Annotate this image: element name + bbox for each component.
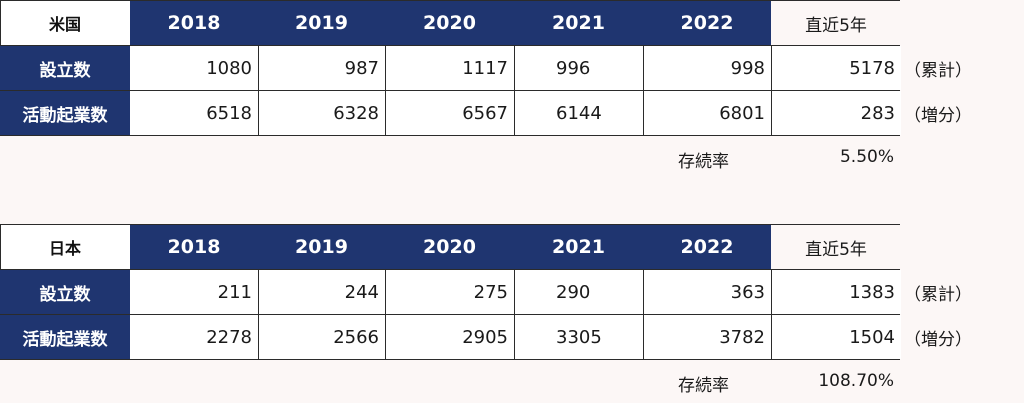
jp-bottom-border bbox=[0, 359, 900, 360]
jp-established-2021: 290 bbox=[514, 270, 643, 314]
us-vline-4 bbox=[643, 46, 644, 136]
jp-active-2020: 2905 bbox=[385, 315, 514, 359]
jp-vline-2 bbox=[385, 270, 386, 360]
us-active-2020: 6567 bbox=[385, 91, 514, 135]
jp-active-2018: 2278 bbox=[130, 315, 258, 359]
us-active-recent: 283 bbox=[771, 91, 901, 135]
jp-left-border bbox=[0, 224, 1, 269]
us-established-2019: 987 bbox=[258, 46, 385, 90]
us-header-divider bbox=[0, 45, 900, 46]
us-row-label-established: 設立数 bbox=[0, 46, 130, 90]
us-year-2018: 2018 bbox=[130, 1, 258, 45]
us-rate-label: 存続率 bbox=[678, 152, 729, 172]
us-established-2021: 996 bbox=[514, 46, 643, 90]
jp-active-suffix: （増分） bbox=[904, 329, 972, 350]
jp-year-2018: 2018 bbox=[130, 225, 258, 269]
us-year-2019: 2019 bbox=[258, 1, 385, 45]
us-active-2018: 6518 bbox=[130, 91, 258, 135]
us-active-2019: 6328 bbox=[258, 91, 385, 135]
us-top-border bbox=[0, 0, 900, 1]
us-country-label: 米国 bbox=[0, 1, 130, 45]
us-established-2022: 998 bbox=[643, 46, 771, 90]
us-established-2018: 1080 bbox=[130, 46, 258, 90]
us-vline-2 bbox=[385, 46, 386, 136]
us-bottom-border bbox=[0, 135, 900, 136]
us-year-2020: 2020 bbox=[385, 1, 514, 45]
us-left-border bbox=[0, 0, 1, 45]
jp-established-2020: 275 bbox=[385, 270, 514, 314]
jp-top-border bbox=[0, 224, 900, 225]
jp-header-divider bbox=[0, 269, 900, 270]
us-year-2021: 2021 bbox=[514, 1, 643, 45]
jp-row-label-active: 活動起業数 bbox=[0, 315, 130, 359]
us-recent-label: 直近5年 bbox=[805, 15, 867, 36]
us-vline-5 bbox=[771, 46, 772, 136]
us-established-recent: 5178 bbox=[771, 46, 901, 90]
us-established-suffix: （累計） bbox=[904, 60, 972, 81]
jp-established-2019: 244 bbox=[258, 270, 385, 314]
us-active-suffix: （増分） bbox=[904, 105, 972, 126]
jp-active-2022: 3782 bbox=[643, 315, 771, 359]
us-row-label-active: 活動起業数 bbox=[0, 91, 130, 135]
jp-rate-label: 存続率 bbox=[678, 376, 729, 396]
jp-established-recent: 1383 bbox=[771, 270, 901, 314]
jp-active-recent: 1504 bbox=[771, 315, 901, 359]
us-year-2022: 2022 bbox=[643, 1, 771, 45]
jp-established-2018: 211 bbox=[130, 270, 258, 314]
jp-country-label: 日本 bbox=[0, 225, 130, 269]
jp-year-2020: 2020 bbox=[385, 225, 514, 269]
jp-established-2022: 363 bbox=[643, 270, 771, 314]
jp-year-2021: 2021 bbox=[514, 225, 643, 269]
jp-recent-label: 直近5年 bbox=[805, 239, 867, 260]
jp-year-2019: 2019 bbox=[258, 225, 385, 269]
us-vline-3 bbox=[514, 46, 515, 136]
jp-vline-1 bbox=[258, 270, 259, 360]
us-active-2021: 6144 bbox=[514, 91, 643, 135]
jp-vline-5 bbox=[771, 270, 772, 360]
jp-row-divider bbox=[0, 314, 900, 315]
us-rate-value: 5.50% bbox=[839, 147, 894, 167]
us-established-2020: 1117 bbox=[385, 46, 514, 90]
jp-active-2021: 3305 bbox=[514, 315, 643, 359]
jp-year-2022: 2022 bbox=[643, 225, 771, 269]
us-active-2022: 6801 bbox=[643, 91, 771, 135]
jp-row-label-established: 設立数 bbox=[0, 270, 130, 314]
jp-active-2019: 2566 bbox=[258, 315, 385, 359]
us-vline-1 bbox=[258, 46, 259, 136]
jp-vline-3 bbox=[514, 270, 515, 360]
jp-rate-value: 108.70% bbox=[818, 371, 894, 391]
us-row-divider bbox=[0, 90, 900, 91]
jp-established-suffix: （累計） bbox=[904, 284, 972, 305]
jp-vline-4 bbox=[643, 270, 644, 360]
